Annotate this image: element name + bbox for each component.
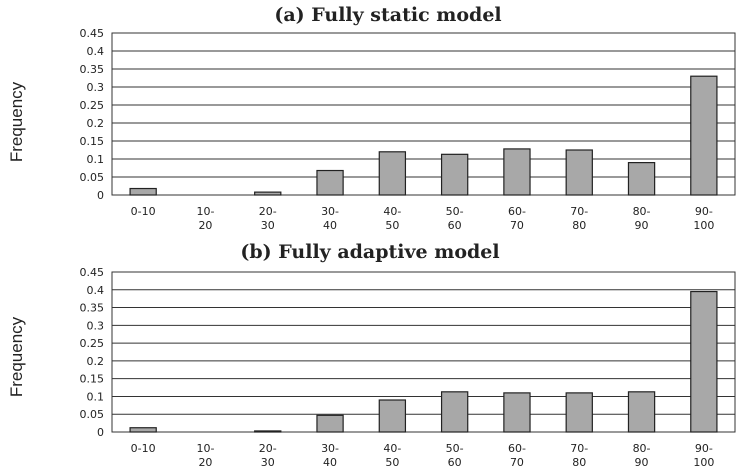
panel-a-y-tick-label: 0.35 [80,63,105,76]
panel-a-y-tick-label: 0.3 [87,81,105,94]
panel-b-bar [440,391,469,433]
panel-b-plot-frame [111,271,736,433]
panel-a-y-tick-label: 0.15 [80,135,105,148]
panel-b-category-label: 50-60 [446,442,464,469]
panel-b-y-tick-label: 0.3 [87,319,105,332]
panel-a-bar [129,187,157,196]
panel-a-title: (a) Fully static model [274,4,501,26]
panel-a-y-tick-label: 0.4 [87,45,105,58]
panel-b-y-tick-label: 0.2 [87,355,105,368]
panel-a: (a) Fully static model Frequency 0 0.05 0.… [7,4,736,232]
panel-a-category-label: 40-50 [383,205,401,232]
panel-a-y-tick-label: 0.25 [80,99,105,112]
panel-b: (b) Fully adaptive model Frequency 0 0.05… [7,241,736,469]
panel-a-category-label: 90-100 [693,205,714,232]
panel-a-bar [627,162,656,196]
panel-a-bar [440,153,469,196]
panel-b-bar [254,430,282,433]
panel-a-bar [565,149,593,196]
panel-b-y-tick-label: 0.25 [80,337,105,350]
panel-b-bar [565,392,593,433]
panel-b-bar [627,391,656,433]
panel-b-bar [503,392,531,433]
panel-a-y-tick-label: 0.1 [87,153,105,166]
panel-b-y-tick-label: 0.05 [80,408,105,421]
panel-a-bar [316,169,344,196]
panel-a-category-label: 80-90 [633,205,651,232]
panel-a-y-tick-label: 0.2 [87,117,105,130]
panel-b-category-label: 90-100 [693,442,714,469]
panel-a-y-tick-label: 0.05 [80,171,105,184]
panel-a-category-label: 0-10 [131,205,156,218]
panel-a-category-label: 20-30 [259,205,277,232]
panel-b-category-label: 20-30 [259,442,277,469]
panel-a-bar [690,75,718,196]
panel-b-title: (b) Fully adaptive model [240,241,499,263]
panel-b-category-label: 70-80 [570,442,588,469]
panel-a-category-label: 10-20 [196,205,214,232]
panel-a-y-tick-label: 0 [97,189,104,202]
panel-b-y-tick-label: 0.35 [80,302,105,315]
panel-b-category-label: 40-50 [383,442,401,469]
panel-a-bar [378,151,407,196]
panel-b-category-label: 60-70 [508,442,526,469]
panel-a-category-label: 60-70 [508,205,526,232]
panel-b-category-label: 10-20 [196,442,214,469]
panel-a-y-axis-label: Frequency [7,81,26,162]
panel-b-y-axis-label: Frequency [7,316,26,397]
panel-a-y-tick-label: 0.45 [80,27,105,40]
panel-a-category-label: 30-40 [321,205,339,232]
panel-b-bar [129,427,157,433]
panel-b-bar [316,414,344,433]
panel-b-bar [378,399,407,433]
panel-a-plot-frame [111,32,736,196]
panel-a-bar [254,191,282,196]
panel-b-y-tick-label: 0.15 [80,373,105,386]
panel-b-y-tick-label: 0 [97,426,104,439]
panel-b-y-tick-label: 0.4 [87,284,105,297]
panel-a-bar [503,148,531,196]
panel-b-category-label: 0-10 [131,442,156,455]
panel-a-category-label: 50-60 [446,205,464,232]
panel-b-y-tick-label: 0.45 [80,266,105,279]
panel-b-category-label: 30-40 [321,442,339,469]
panel-b-category-label: 80-90 [633,442,651,469]
panel-b-y-tick-label: 0.1 [87,390,105,403]
panel-b-bar [690,290,718,433]
panel-a-category-label: 70-80 [570,205,588,232]
